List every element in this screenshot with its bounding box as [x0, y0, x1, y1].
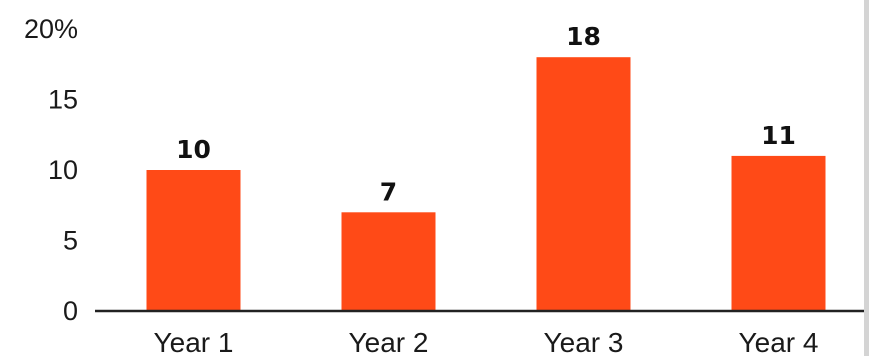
x-tick-label: Year 3	[544, 327, 624, 356]
x-tick-label: Year 1	[154, 327, 234, 356]
y-tick-label: 20%	[24, 14, 78, 44]
bar	[731, 155, 826, 311]
bars-group	[146, 57, 826, 312]
data-label: 10	[176, 135, 211, 164]
data-label: 7	[380, 177, 397, 206]
bar	[536, 57, 631, 312]
x-tick-label: Year 2	[349, 327, 429, 356]
y-tick-label: 0	[63, 296, 78, 326]
y-axis-ticks: 0 5 10 15 20%	[24, 14, 78, 326]
right-edge-border	[864, 0, 869, 356]
data-label: 11	[761, 121, 796, 150]
y-tick-label: 10	[48, 155, 78, 185]
bar	[146, 170, 241, 311]
data-label: 18	[566, 22, 601, 51]
y-tick-label: 5	[63, 226, 78, 256]
y-tick-label: 15	[48, 85, 78, 115]
category-labels-group: Year 1 Year 2 Year 3 Year 4	[154, 327, 819, 356]
x-tick-label: Year 4	[739, 327, 819, 356]
data-labels-group: 10 7 18 11	[176, 22, 796, 206]
bar	[341, 212, 436, 311]
